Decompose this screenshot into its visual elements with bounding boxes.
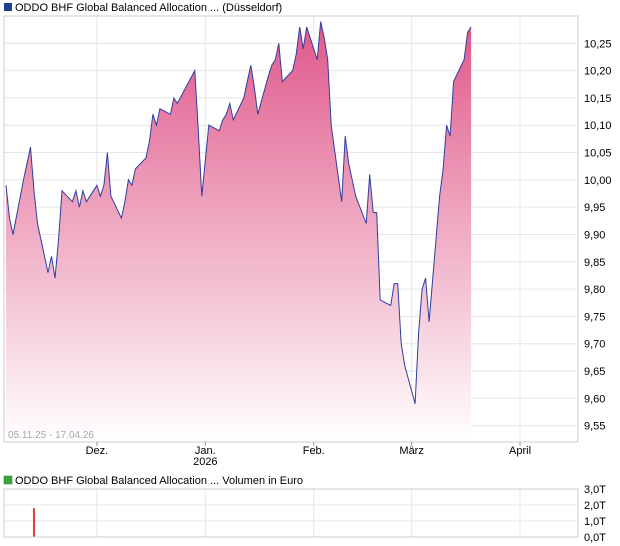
volume-grid <box>4 488 578 538</box>
price-y-tick-label: 9,65 <box>584 366 605 378</box>
date-range-label: 05.11.25 - 17.04.26 <box>8 430 94 441</box>
volume-bar <box>32 508 35 537</box>
price-x-tick-sublabel: 2026 <box>193 456 217 468</box>
volume-chart-title: ODDO BHF Global Balanced Allocation ... … <box>15 475 303 487</box>
price-area <box>6 21 472 442</box>
volume-y-axis: 3,0T 2,0T 1,0T 0,0T <box>584 484 606 544</box>
price-y-tick-label: 9,70 <box>584 339 605 351</box>
price-y-tick-label: 9,95 <box>584 202 605 214</box>
price-y-tick-label: 9,75 <box>584 311 605 323</box>
volume-y-tick-label: 1,0T <box>584 516 606 528</box>
price-y-tick-label: 10,15 <box>584 93 612 105</box>
price-y-tick-label: 10,20 <box>584 66 612 78</box>
price-x-tick-label: Dez. <box>86 445 109 457</box>
price-y-tick-label: 10,25 <box>584 38 612 50</box>
price-y-tick-label: 9,55 <box>584 421 605 433</box>
price-legend-swatch <box>4 3 12 11</box>
price-y-tick-label: 9,60 <box>584 393 605 405</box>
price-y-axis: 10,25 10,20 10,15 10,10 10,05 10,00 9,95 9,90 9,… <box>584 38 612 432</box>
price-x-tick-label: April <box>509 445 531 457</box>
volume-bars <box>32 508 35 537</box>
volume-y-tick-label: 2,0T <box>584 500 606 512</box>
price-y-tick-label: 10,05 <box>584 148 612 160</box>
price-x-tick-label: März <box>399 445 423 457</box>
volume-plot-frame <box>3 488 579 538</box>
price-x-tick-label: Jan. <box>195 445 216 457</box>
price-y-tick-label: 9,85 <box>584 257 605 269</box>
price-y-tick-label: 9,80 <box>584 284 605 296</box>
price-x-tick-label: Feb. <box>303 445 325 457</box>
volume-y-tick-label: 3,0T <box>584 484 606 496</box>
volume-y-tick-label: 0,0T <box>584 532 606 544</box>
price-y-tick-label: 9,90 <box>584 229 605 241</box>
price-y-tick-label: 10,10 <box>584 120 612 132</box>
price-chart-title: ODDO BHF Global Balanced Allocation ... … <box>15 2 282 14</box>
price-x-axis: Dez. Jan.2026 Feb. März April <box>86 442 531 468</box>
price-y-tick-label: 10,00 <box>584 175 612 187</box>
volume-legend-swatch <box>3 475 13 485</box>
price-plot-frame <box>3 15 579 443</box>
price-line <box>5 21 472 404</box>
